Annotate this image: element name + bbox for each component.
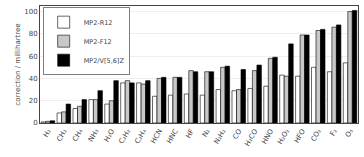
svg-text:MP2/V[5,6]Z: MP2/V[5,6]Z — [84, 57, 125, 65]
svg-text:CH₄: CH₄ — [71, 127, 85, 142]
svg-text:60: 60 — [29, 53, 38, 61]
svg-text:correction / millihartree: correction / millihartree — [14, 23, 22, 105]
svg-text:H₂: H₂ — [42, 127, 53, 138]
svg-text:HNO: HNO — [260, 127, 275, 145]
svg-text:40: 40 — [29, 75, 38, 83]
svg-text:O₃: O₃ — [344, 127, 355, 138]
svg-text:H₂O: H₂O — [103, 127, 117, 143]
svg-text:CO₂: CO₂ — [309, 127, 323, 143]
svg-text:N₂H₂: N₂H₂ — [213, 127, 228, 145]
svg-text:HCN: HCN — [149, 128, 164, 145]
svg-text:100: 100 — [24, 8, 37, 16]
svg-text:H₂CO: H₂CO — [243, 127, 259, 147]
svg-text:MP2-F12: MP2-F12 — [84, 38, 112, 46]
svg-text:HF: HF — [184, 128, 196, 140]
svg-text:HFO: HFO — [293, 127, 308, 144]
svg-text:C₂H₂: C₂H₂ — [117, 127, 132, 145]
svg-text:MP2-R12: MP2-R12 — [84, 19, 113, 27]
svg-text:20: 20 — [29, 97, 38, 105]
svg-text:N₂: N₂ — [201, 127, 212, 138]
svg-text:H₂O₂: H₂O₂ — [276, 127, 291, 145]
svg-text:CH₂: CH₂ — [55, 127, 69, 142]
svg-text:0: 0 — [33, 119, 37, 127]
svg-text:NH₃: NH₃ — [87, 127, 101, 143]
svg-text:CO: CO — [231, 127, 243, 140]
svg-text:80: 80 — [29, 30, 38, 38]
svg-text:HNC: HNC — [165, 128, 180, 145]
svg-text:F₂: F₂ — [329, 127, 339, 137]
svg-text:C₂H₄: C₂H₄ — [133, 127, 148, 145]
